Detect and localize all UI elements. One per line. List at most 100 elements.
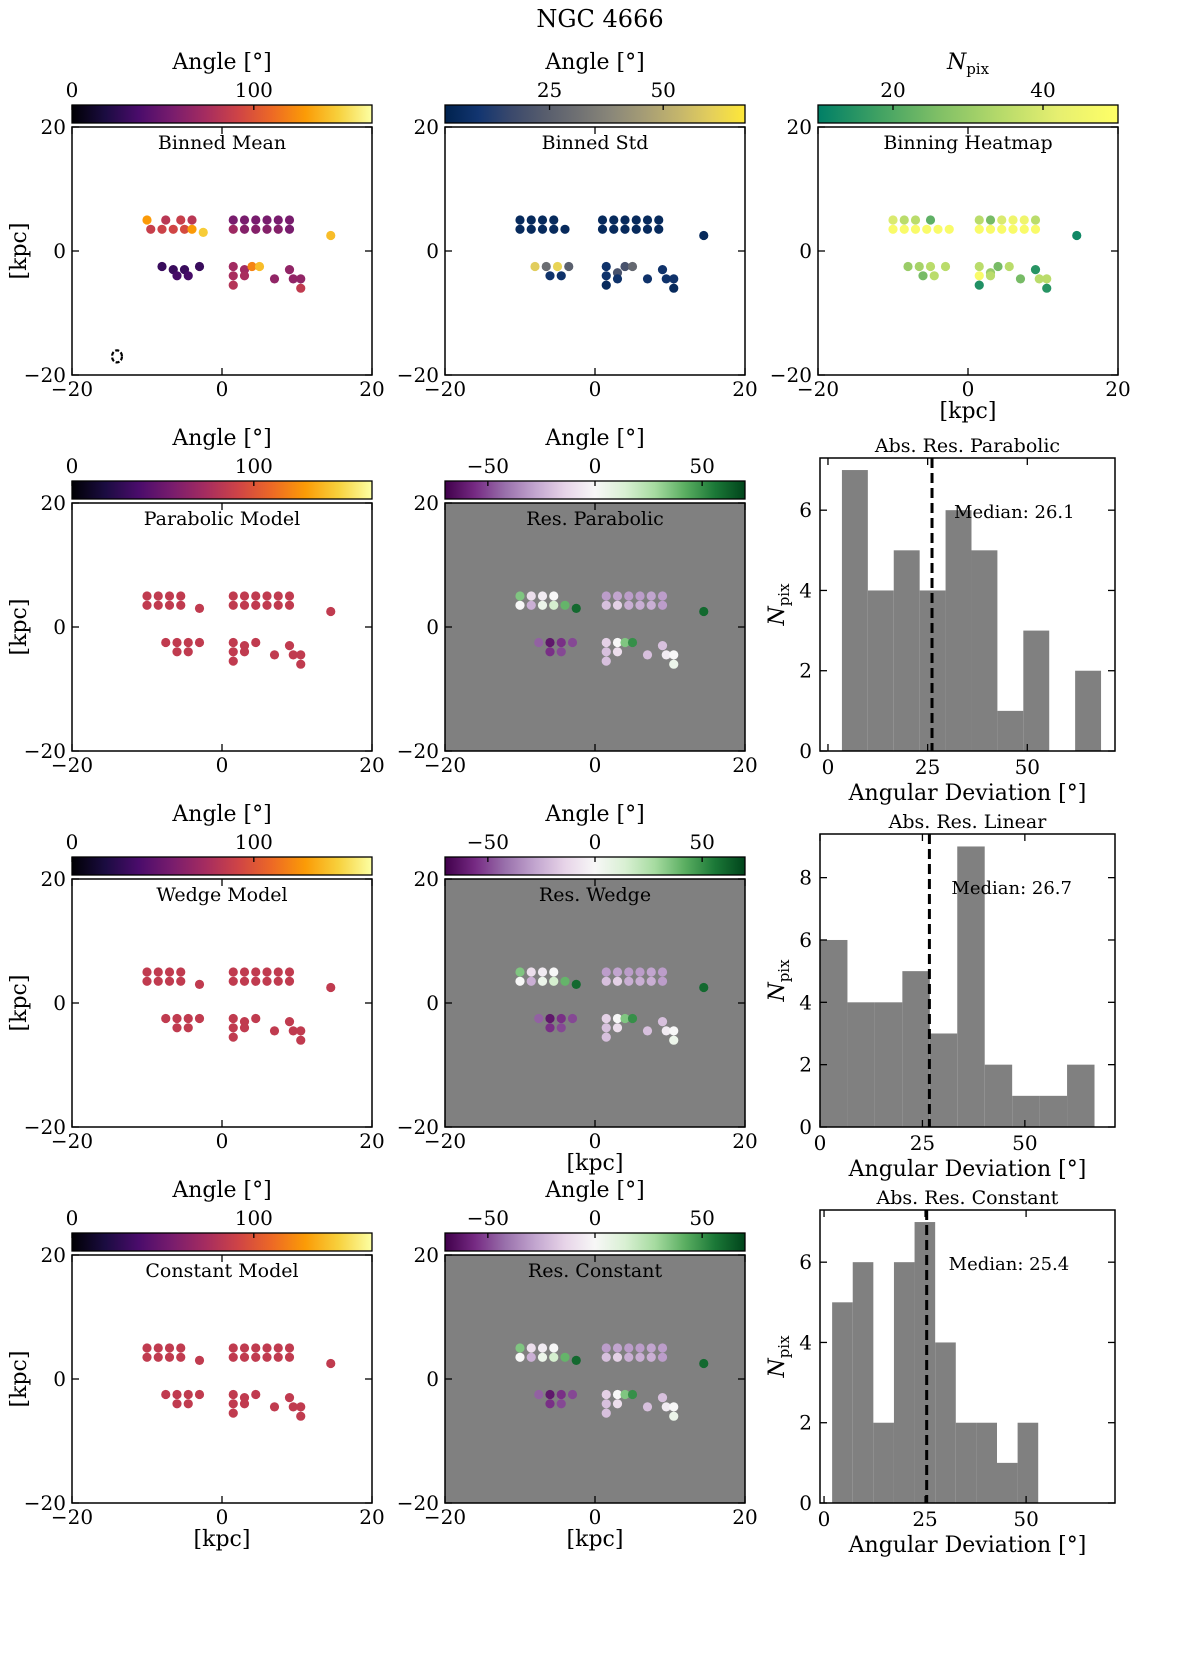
data-point bbox=[888, 215, 898, 225]
data-point bbox=[262, 215, 272, 225]
data-point bbox=[642, 650, 653, 660]
data-point bbox=[183, 1023, 193, 1033]
data-point bbox=[549, 215, 559, 225]
data-point bbox=[284, 591, 295, 601]
colorbar-tick-label: −50 bbox=[467, 454, 509, 478]
data-point bbox=[556, 1023, 566, 1033]
colorbar-tick-label: 100 bbox=[235, 454, 273, 478]
data-point bbox=[251, 224, 261, 234]
data-point bbox=[534, 1389, 544, 1400]
data-point bbox=[262, 1352, 272, 1362]
data-point bbox=[601, 976, 611, 986]
x-tick-label: 20 bbox=[359, 1505, 384, 1529]
data-point bbox=[183, 271, 193, 281]
data-point bbox=[515, 224, 525, 234]
data-point bbox=[228, 656, 238, 666]
data-point bbox=[635, 600, 645, 610]
x-tick-label: −20 bbox=[424, 753, 466, 777]
x-tick-label: 0 bbox=[216, 753, 229, 777]
panel-title: Binned Std bbox=[542, 132, 649, 154]
data-point bbox=[273, 976, 283, 986]
colorbar-label-sub: pix bbox=[966, 60, 989, 78]
y-axis-label: [kpc] bbox=[7, 599, 32, 656]
data-point bbox=[552, 261, 563, 272]
data-point bbox=[597, 224, 608, 234]
data-point bbox=[661, 1402, 671, 1412]
data-point bbox=[172, 647, 182, 657]
data-point bbox=[597, 215, 608, 225]
data-point bbox=[161, 215, 171, 225]
colorbar-label: Angle [°] bbox=[171, 426, 271, 451]
data-point bbox=[635, 591, 645, 601]
y-tick-label: 2 bbox=[799, 1411, 812, 1435]
data-point bbox=[601, 647, 611, 657]
data-point bbox=[601, 967, 611, 977]
colorbar-tick-label: 0 bbox=[589, 1206, 602, 1230]
data-point bbox=[601, 1352, 611, 1362]
colorbar-label: Angle [°] bbox=[171, 802, 271, 827]
data-point bbox=[560, 600, 570, 610]
x-tick-label: −20 bbox=[424, 377, 466, 401]
data-point bbox=[296, 659, 306, 669]
data-point bbox=[176, 976, 186, 986]
data-point bbox=[925, 215, 936, 225]
data-point bbox=[251, 1352, 261, 1362]
median-label: Median: 26.7 bbox=[951, 878, 1072, 899]
data-point bbox=[612, 1352, 623, 1362]
data-point bbox=[699, 1358, 709, 1369]
data-point bbox=[164, 967, 175, 977]
data-point bbox=[228, 637, 238, 648]
data-point bbox=[556, 637, 566, 648]
data-point bbox=[635, 967, 645, 977]
data-point bbox=[153, 1352, 163, 1362]
colorbar-tick-label: 50 bbox=[689, 454, 714, 478]
data-point bbox=[251, 1343, 261, 1353]
histogram-bar bbox=[935, 1342, 956, 1503]
data-point bbox=[997, 224, 1007, 234]
data-point bbox=[284, 1352, 295, 1362]
plot-area bbox=[818, 127, 1118, 375]
data-point bbox=[556, 271, 566, 281]
data-point bbox=[997, 215, 1007, 225]
colorbar-tick-label: 0 bbox=[66, 78, 79, 102]
x-tick-label: 20 bbox=[1105, 377, 1130, 401]
data-point bbox=[284, 976, 295, 986]
data-point bbox=[624, 1343, 634, 1353]
y-tick-label: −20 bbox=[24, 739, 66, 763]
data-point bbox=[549, 224, 559, 234]
data-point bbox=[627, 1013, 638, 1024]
data-point bbox=[537, 224, 548, 234]
data-point bbox=[228, 591, 238, 601]
y-tick-label: 20 bbox=[41, 115, 66, 139]
histogram-bar bbox=[893, 1262, 915, 1503]
colorbar-label: Angle [°] bbox=[544, 1178, 644, 1203]
data-point bbox=[153, 1343, 163, 1353]
histogram-bar bbox=[1017, 1422, 1039, 1503]
y-axis-label: [kpc] bbox=[7, 1351, 32, 1408]
data-point bbox=[1042, 283, 1052, 293]
y-axis-label: [kpc] bbox=[7, 223, 32, 280]
data-point bbox=[526, 1343, 536, 1353]
data-point bbox=[326, 1358, 336, 1369]
data-point bbox=[661, 1026, 671, 1036]
data-point bbox=[631, 215, 641, 225]
histogram-bar bbox=[955, 1422, 977, 1503]
y-axis-label-main: N bbox=[765, 606, 790, 627]
data-point bbox=[1034, 274, 1044, 284]
histogram-bar bbox=[914, 1222, 936, 1503]
data-point bbox=[1004, 261, 1014, 272]
panel-4-3: Abs. Res. Constant Median: 25.4 0 25 50 0 2 4 6 A… bbox=[765, 1187, 1116, 1558]
data-point bbox=[612, 1023, 623, 1033]
data-point bbox=[549, 600, 559, 610]
data-point bbox=[657, 265, 668, 275]
plot-area bbox=[72, 1255, 372, 1503]
x-axis-label: [kpc] bbox=[567, 1151, 624, 1176]
data-point bbox=[1030, 215, 1041, 225]
x-tick-label: 0 bbox=[589, 377, 602, 401]
y-axis-label-main: N bbox=[765, 982, 790, 1003]
data-point bbox=[601, 261, 611, 272]
panel-title: Binned Mean bbox=[158, 132, 286, 154]
y-tick-label: 0 bbox=[53, 1367, 66, 1391]
data-point bbox=[172, 1013, 182, 1024]
median-label: Median: 25.4 bbox=[949, 1254, 1070, 1275]
